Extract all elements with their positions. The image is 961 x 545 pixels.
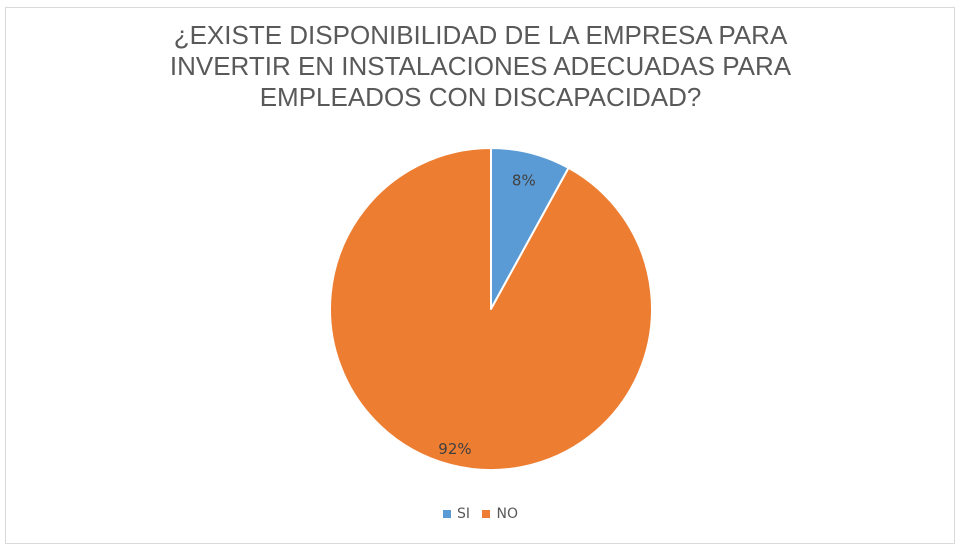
pie-data-labels: 8% 92% (438, 172, 535, 458)
chart-title-line-2: INVERTIR EN INSTALACIONES ADECUADAS PARA (169, 51, 792, 81)
data-label-si: 8% (512, 172, 536, 190)
legend-label-si: SI (457, 506, 471, 522)
data-label-no: 92% (438, 440, 471, 458)
legend-swatch-si (443, 510, 452, 518)
pie-slice-no (329, 147, 653, 471)
legend-swatch-no (482, 510, 491, 518)
chart-title-line-3: EMPLEADOS CON DISCAPACIDAD? (259, 82, 702, 112)
chart-title: ¿EXISTE DISPONIBILIDAD DE LA EMPRESA PAR… (0, 20, 961, 113)
legend-item-si: SI (443, 506, 470, 522)
legend-label-no: NO (496, 506, 518, 522)
legend-item-no: NO (482, 506, 518, 522)
legend: SI NO (0, 506, 961, 522)
pie-slices (329, 147, 653, 471)
chart-title-line-1: ¿EXISTE DISPONIBILIDAD DE LA EMPRESA PAR… (173, 20, 788, 50)
